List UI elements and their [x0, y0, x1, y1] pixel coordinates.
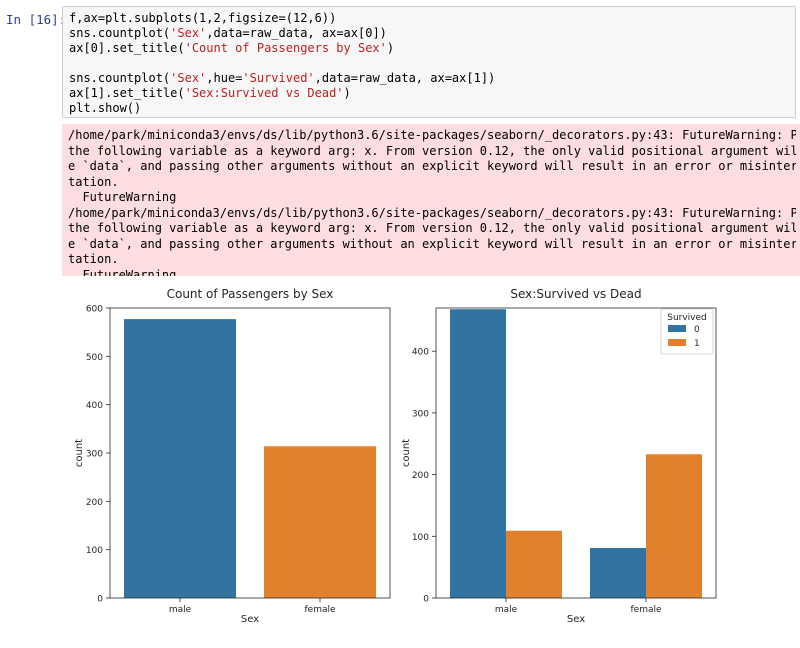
stderr-line: e `data`, and passing other arguments wi…: [68, 159, 796, 173]
bar-female-survived-1: [646, 454, 702, 598]
bar-female: [264, 446, 376, 598]
bar-male: [124, 319, 236, 598]
y-axis-label: count: [74, 439, 85, 467]
code-token: sns.countplot(: [69, 26, 171, 40]
code-token: ): [386, 41, 395, 55]
code-blank-line: [69, 56, 789, 71]
cell-prompt: In [16]:: [6, 12, 67, 27]
y-tick-label: 600: [86, 305, 103, 315]
figure-output: Count of Passengers by Sex 0 100 200 300 400…: [62, 282, 800, 644]
code-token: ): [343, 86, 351, 100]
stderr-line: the following variable as a keyword arg:…: [68, 221, 796, 235]
x-tick-label: male: [495, 605, 518, 615]
stderr-line: FutureWarning: [68, 190, 177, 204]
axes-frame: [109, 307, 391, 599]
stderr-line: the following variable as a keyword arg:…: [68, 143, 796, 158]
stderr-line: e `data`, and passing other arguments wi…: [68, 236, 796, 251]
y-tick-label: 300: [412, 409, 429, 419]
code-line: plt.show(): [69, 101, 142, 115]
y-tick-label: 0: [423, 595, 429, 605]
y-axis-label: count: [401, 439, 412, 467]
y-tick-label: 100: [412, 533, 429, 543]
legend-swatch: [668, 339, 686, 346]
y-tick-label: 0: [97, 595, 103, 605]
code-string: 'Sex': [170, 26, 207, 40]
x-axis-label: Sex: [241, 614, 259, 625]
code-line: sns.countplot('Sex',data=raw_data, ax=ax…: [69, 26, 789, 41]
stderr-line: tation.: [68, 174, 119, 189]
y-tick-label: 500: [86, 353, 103, 363]
code-string: 'Survived': [242, 71, 315, 85]
chart-count-by-sex: Count of Passengers by Sex 0 100 200 300 400…: [74, 287, 391, 625]
chart-title: Count of Passengers by Sex: [167, 287, 334, 301]
chart-survived-vs-dead: Sex:Survived vs Dead 0 100 200 300 400 male fe…: [401, 287, 717, 625]
code-token: sns.countplot(: [69, 71, 171, 85]
code-line: sns.countplot('Sex',hue='Survived',data=…: [69, 71, 789, 86]
bar-male-survived-0: [450, 309, 506, 598]
axes-frame: [435, 307, 717, 599]
y-tick-label: 100: [86, 546, 103, 556]
legend-label: 0: [694, 325, 700, 335]
stderr-line: /home/park/miniconda3/envs/ds/lib/python…: [68, 205, 796, 220]
y-tick-label: 400: [412, 348, 429, 358]
figure-svg: Count of Passengers by Sex 0100200300400…: [74, 287, 717, 625]
legend-swatch: [668, 325, 686, 332]
code-token: ,data=raw_data, ax=ax[0]): [206, 26, 387, 40]
legend: Survived 0 1: [660, 308, 714, 355]
x-tick-label: male: [169, 605, 192, 615]
y-tick-label: 200: [412, 471, 429, 481]
bar-female-survived-0: [590, 548, 646, 598]
stderr-output: /home/park/miniconda3/envs/ds/lib/python…: [62, 124, 800, 276]
code-line: ax[0].set_title('Count of Passengers by …: [69, 41, 789, 56]
code-line: f,ax=plt.subplots(1,2,figsize=(12,6)): [69, 11, 337, 25]
code-token: ax[1].set_title(: [69, 86, 185, 100]
code-line: ax[1].set_title('Sex:Survived vs Dead'): [69, 86, 789, 101]
code-token: ax[0].set_title(: [69, 41, 185, 55]
x-axis-label: Sex: [567, 614, 585, 625]
code-string: 'Sex': [170, 71, 207, 85]
code-token: ,hue=: [206, 71, 243, 85]
stderr-line: FutureWarning: [68, 267, 177, 277]
code-token: ,data=raw_data, ax=ax[1]): [314, 71, 496, 85]
code-input-cell[interactable]: f,ax=plt.subplots(1,2,figsize=(12,6)) sn…: [62, 6, 796, 118]
legend-label: 1: [694, 339, 700, 349]
y-tick-label: 300: [86, 450, 103, 460]
code-string: 'Count of Passengers by Sex': [184, 41, 387, 55]
x-tick-label: female: [630, 605, 661, 615]
chart-title: Sex:Survived vs Dead: [510, 287, 641, 301]
legend-title: Survived: [667, 313, 707, 323]
x-tick-label: female: [304, 605, 335, 615]
bar-male-survived-1: [506, 530, 562, 598]
y-tick-label: 400: [86, 401, 103, 411]
stderr-line: /home/park/miniconda3/envs/ds/lib/python…: [68, 128, 796, 142]
code-string: 'Sex:Survived vs Dead': [184, 86, 344, 100]
y-tick-label: 200: [86, 498, 103, 508]
stderr-line: tation.: [68, 252, 119, 266]
